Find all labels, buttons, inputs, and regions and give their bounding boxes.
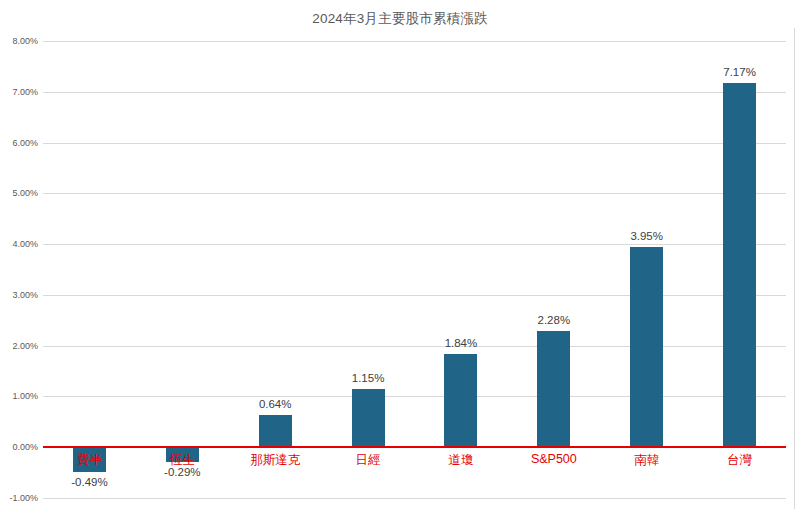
bar-value-label: 1.84% (445, 337, 478, 349)
bar-value-label: 2.28% (538, 314, 571, 326)
bar-4 (444, 354, 477, 447)
bar-5 (537, 331, 570, 447)
bar-value-label: 0.64% (259, 398, 292, 410)
category-label: 道瓊 (448, 452, 473, 469)
bar-3 (352, 389, 385, 447)
y-axis-tick-label: 7.00% (2, 87, 38, 97)
gridline (43, 498, 786, 499)
chart-title: 2024年3月主要股市累積漲跌 (0, 10, 800, 28)
y-axis-tick-label: 3.00% (2, 290, 38, 300)
gridline (43, 295, 786, 296)
bar-6 (630, 247, 663, 447)
bar-value-label: -0.49% (71, 476, 107, 488)
bar-7 (723, 83, 756, 447)
gridline (43, 143, 786, 144)
gridline (43, 244, 786, 245)
category-label: 恆生 (170, 452, 195, 469)
y-axis-tick-label: -1.00% (2, 493, 38, 503)
gridline (43, 396, 786, 397)
gridline (43, 193, 786, 194)
category-label: S&P500 (531, 452, 577, 466)
bar-value-label: 1.15% (352, 372, 385, 384)
bar-value-label: 7.17% (723, 66, 756, 78)
category-label: 台灣 (727, 452, 752, 469)
y-axis-tick-label: 4.00% (2, 239, 38, 249)
category-label: 南韓 (634, 452, 659, 469)
y-axis-tick-label: 6.00% (2, 138, 38, 148)
zero-axis-line (43, 446, 786, 448)
y-axis-tick-label: 5.00% (2, 188, 38, 198)
bar-2 (259, 415, 292, 447)
spreadsheet-right-border (794, 28, 795, 509)
category-label: 日經 (356, 452, 381, 469)
stock-market-bar-chart: 2024年3月主要股市累積漲跌 8.00% 7.00% 6.00% 5.00% 4.00… (0, 0, 800, 509)
y-axis-tick-label: 1.00% (2, 391, 38, 401)
gridline (43, 92, 786, 93)
gridline (43, 41, 786, 42)
category-label: 費半 (77, 452, 102, 469)
y-axis-tick-label: 2.00% (2, 341, 38, 351)
gridline (43, 346, 786, 347)
y-axis-tick-label: 0.00% (2, 442, 38, 452)
bar-value-label: 3.95% (630, 230, 663, 242)
category-label: 那斯達克 (250, 452, 300, 469)
y-axis-tick-label: 8.00% (2, 36, 38, 46)
